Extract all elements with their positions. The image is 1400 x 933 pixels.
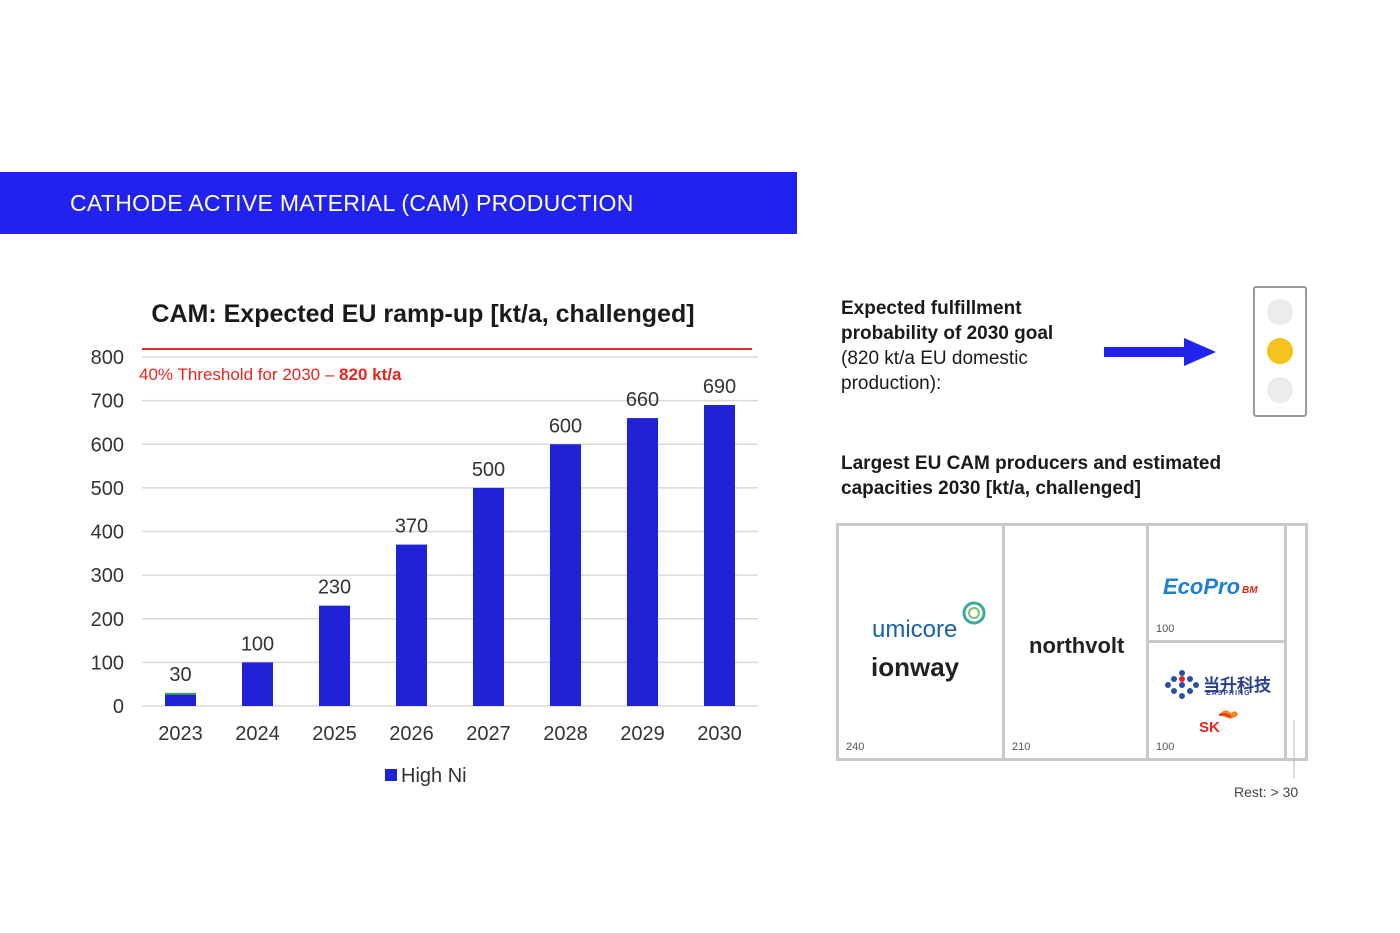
umicore-swirl-icon <box>962 601 986 625</box>
threshold-label-text: 40% Threshold for 2030 – <box>139 365 339 384</box>
easpring-emblem-icon <box>1165 670 1199 699</box>
bar-2025 <box>319 605 350 706</box>
probability-text: Expected fulfillment probability of 2030… <box>841 296 1053 396</box>
bar-2028 <box>550 444 581 706</box>
traffic-light-green-lamp <box>1267 377 1293 403</box>
ecopro-bm-logo: BM <box>1242 585 1258 596</box>
rest-leader-line <box>1293 720 1295 778</box>
banner-title: CATHODE ACTIVE MATERIAL (CAM) PRODUCTION <box>70 189 634 216</box>
probability-heading-1: Expected fulfillment <box>841 298 1022 319</box>
ecopro-logo: EcoPro <box>1163 574 1241 599</box>
x-tick-label: 2023 <box>158 723 203 745</box>
arrow-right-icon <box>1104 338 1216 366</box>
data-label-2030: 690 <box>703 376 736 398</box>
x-tick-label: 2028 <box>543 723 588 745</box>
easpring-logo: EASPRING <box>1206 690 1251 697</box>
traffic-light-red-lamp <box>1267 299 1293 325</box>
producers-heading: Largest EU CAM producers and estimated c… <box>841 451 1221 501</box>
capacity-label: 210 <box>1012 741 1031 753</box>
x-tick-label: 2024 <box>235 723 280 745</box>
producers-heading-1: Largest EU CAM producers and estimated <box>841 453 1222 474</box>
cam-bar-chart: CAM: Expected EU ramp-up [kt/a, challeng… <box>91 300 758 787</box>
threshold-label-value: 820 kt/a <box>339 365 402 384</box>
probability-detail-1: (820 kt/a EU domestic <box>841 348 1028 369</box>
y-tick-label: 400 <box>91 522 124 544</box>
data-label-2026: 370 <box>395 516 428 538</box>
capacity-label: 240 <box>846 741 865 753</box>
legend-swatch <box>385 769 397 781</box>
y-tick-label: 800 <box>91 347 124 369</box>
y-tick-label: 300 <box>91 565 124 587</box>
bar-2026 <box>396 544 427 706</box>
traffic-light-yellow-lamp <box>1267 338 1293 364</box>
producers-heading-2: capacities 2030 [kt/a, challenged] <box>841 478 1141 499</box>
y-tick-label: 700 <box>91 391 124 413</box>
probability-heading-2: probability of 2030 goal <box>841 323 1054 344</box>
bar-2029 <box>627 418 658 706</box>
x-tick-label: 2026 <box>389 723 434 745</box>
y-tick-label: 600 <box>91 434 124 456</box>
northvolt-logo: northvolt <box>1029 633 1125 658</box>
y-tick-label: 100 <box>91 652 124 674</box>
producer-cell-umicore: umicore ionway 240 <box>836 523 1005 761</box>
umicore-logo: umicore <box>872 616 958 643</box>
y-tick-label: 200 <box>91 609 124 631</box>
x-tick-label: 2029 <box>620 723 665 745</box>
x-tick-label: 2030 <box>697 723 742 745</box>
threshold-label: 40% Threshold for 2030 – 820 kt/a <box>139 365 402 384</box>
y-tick-label: 0 <box>113 696 124 718</box>
data-label-2028: 600 <box>549 415 582 437</box>
y-tick-label: 500 <box>91 478 124 500</box>
producer-cell-easpring-sk: 当升科技 EASPRING SK 100 <box>1146 640 1287 761</box>
data-label-2023: 30 <box>169 664 191 686</box>
bar-2023 <box>165 692 196 706</box>
probability-detail-2: production): <box>841 373 942 394</box>
x-tick-label: 2025 <box>312 723 357 745</box>
traffic-light <box>1253 286 1307 417</box>
data-label-2029: 660 <box>626 389 659 411</box>
x-tick-label: 2027 <box>466 723 511 745</box>
ionway-logo: ionway <box>871 652 960 682</box>
capacity-label: 100 <box>1156 623 1175 635</box>
data-label-2024: 100 <box>241 633 274 655</box>
data-label-2025: 230 <box>318 577 351 599</box>
bar-2030 <box>704 404 735 706</box>
rest-label: Rest: > 30 <box>1234 784 1299 800</box>
bar-2027 <box>473 487 504 706</box>
capacity-label: 100 <box>1156 741 1175 753</box>
chart-title: CAM: Expected EU ramp-up [kt/a, challeng… <box>151 300 694 328</box>
producers-treemap: umicore ionway 240 northvolt 210 EcoPro … <box>836 523 1308 761</box>
sk-butterfly-icon <box>1218 710 1238 719</box>
bar-2024 <box>242 662 273 706</box>
legend-label: High Ni <box>401 765 467 787</box>
easpring-chinese-logo: 当升科技 <box>1203 676 1271 695</box>
title-banner: CATHODE ACTIVE MATERIAL (CAM) PRODUCTION <box>0 172 797 234</box>
bar-cap-2023 <box>165 692 196 695</box>
sk-logo: SK <box>1199 719 1220 736</box>
producer-cell-northvolt: northvolt 210 <box>1002 523 1149 761</box>
producer-cell-ecopro: EcoPro BM 100 <box>1146 523 1287 643</box>
data-label-2027: 500 <box>472 459 505 481</box>
